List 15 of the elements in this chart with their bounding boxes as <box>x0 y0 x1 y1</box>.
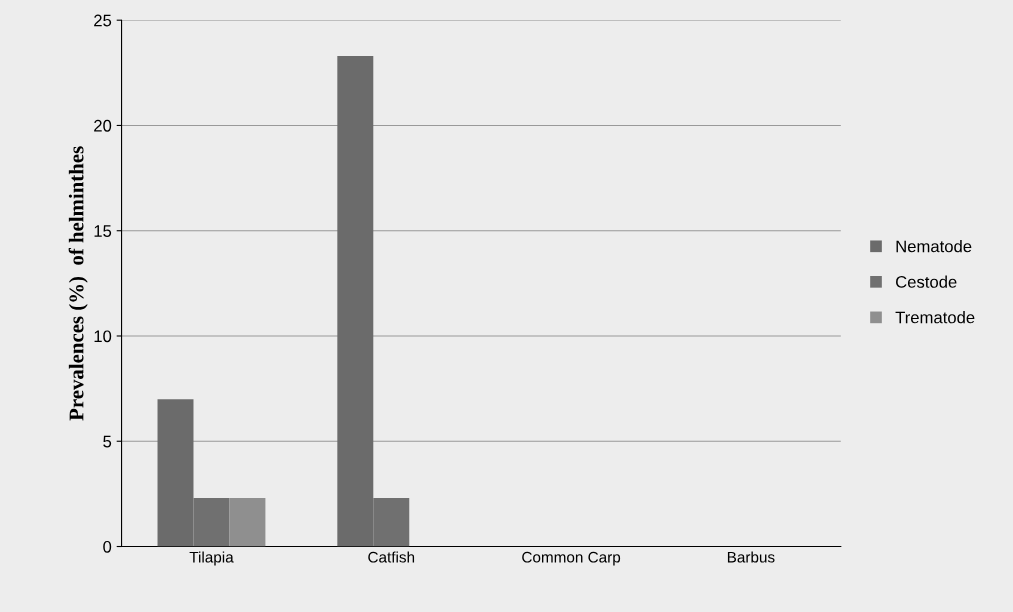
y-tick-label: 20 <box>94 119 112 132</box>
x-tick-label: Barbus <box>727 551 775 563</box>
x-tick-label: Common Carp <box>522 551 621 566</box>
y-tick-label: 15 <box>94 225 112 237</box>
y-tick-label: 25 <box>94 14 112 27</box>
legend-label: Trematode <box>895 311 975 324</box>
bar <box>229 498 266 547</box>
y-tick-label: 0 <box>103 540 112 553</box>
x-tick-label: Tilapia <box>189 551 234 566</box>
legend-label: Cestode <box>896 275 957 288</box>
y-tick-label: 5 <box>103 435 112 448</box>
legend-label: Nematode <box>896 240 972 253</box>
y-axis-title: Prevalences (%) of helminthes <box>68 146 88 421</box>
y-tick-label: 10 <box>94 330 112 343</box>
x-tick-label: Catfish <box>368 551 415 563</box>
